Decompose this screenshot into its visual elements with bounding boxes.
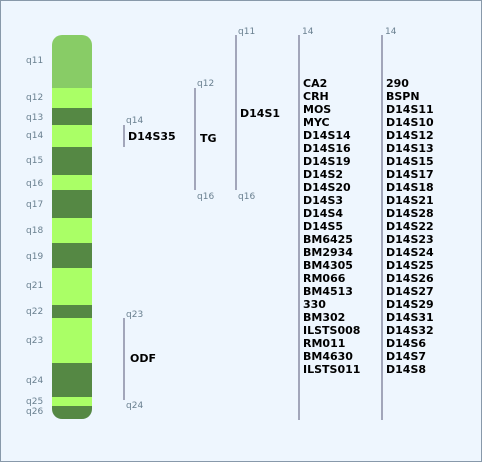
- locus-label: D14S2: [303, 168, 343, 181]
- band-label: q23: [26, 336, 43, 346]
- band-label: q16: [26, 179, 43, 189]
- locus-label: D14S22: [386, 220, 434, 233]
- band-label: q12: [26, 93, 43, 103]
- band: [52, 268, 92, 305]
- locus-label: D14S12: [386, 129, 434, 142]
- chromosome: [52, 35, 92, 419]
- marker-bottom: q16: [197, 192, 214, 202]
- locus-label: D14S21: [386, 194, 434, 207]
- band: [52, 218, 92, 243]
- marker-top: q14: [126, 116, 143, 126]
- marker-label: D14S1: [240, 107, 280, 120]
- locus-label: D14S18: [386, 181, 434, 194]
- locus-label: D14S27: [386, 285, 434, 298]
- locus-label: RM066: [303, 272, 346, 285]
- locus-label: D14S23: [386, 233, 434, 246]
- locus-label: D14S8: [386, 363, 426, 376]
- band: [52, 88, 92, 108]
- locus-label: D14S28: [386, 207, 434, 220]
- band: [52, 35, 92, 88]
- band-label: q24: [26, 376, 43, 386]
- locus-label: D14S5: [303, 220, 343, 233]
- locus-label: D14S4: [303, 207, 343, 220]
- band-label: q13: [26, 113, 43, 123]
- locus-label: D14S17: [386, 168, 434, 181]
- band: [52, 175, 92, 190]
- band-label: q22: [26, 307, 43, 317]
- locus-label: 330: [303, 298, 326, 311]
- band-label: q11: [26, 56, 43, 66]
- locus-label: D14S26: [386, 272, 434, 285]
- band: [52, 397, 92, 406]
- locus-label: BM4630: [303, 350, 353, 363]
- locus-label: D14S16: [303, 142, 351, 155]
- locus-label: BM302: [303, 311, 345, 324]
- locus-label: D14S32: [386, 324, 434, 337]
- band: [52, 318, 92, 363]
- band-label: q15: [26, 156, 43, 166]
- marker-label: D14S35: [128, 130, 176, 143]
- locus-label: D14S29: [386, 298, 434, 311]
- locus-label: D14S11: [386, 103, 434, 116]
- locus-label: 290: [386, 77, 409, 90]
- marker-label: ODF: [130, 352, 156, 365]
- locus-label: ILSTS011: [303, 363, 360, 376]
- locus-label: ILSTS008: [303, 324, 360, 337]
- band: [52, 190, 92, 218]
- locus-label: CA2: [303, 77, 327, 90]
- locus-label: D14S3: [303, 194, 343, 207]
- locus-label: D14S13: [386, 142, 434, 155]
- locus-label: BM6425: [303, 233, 353, 246]
- marker-top: q12: [197, 79, 214, 89]
- locus-label: D14S14: [303, 129, 351, 142]
- locus-label: D14S31: [386, 311, 434, 324]
- locus-label: BM4305: [303, 259, 353, 272]
- locus-label: RM011: [303, 337, 345, 350]
- marker-label: TG: [200, 132, 217, 145]
- band: [52, 243, 92, 268]
- locus-label: D14S7: [386, 350, 426, 363]
- locus-label: D14S10: [386, 116, 434, 129]
- locus-label: BM2934: [303, 246, 353, 259]
- band: [52, 125, 92, 147]
- marker-bottom: q16: [238, 192, 255, 202]
- band-label: q21: [26, 281, 43, 291]
- band-label: q14: [26, 131, 43, 141]
- band: [52, 406, 92, 419]
- locus-label: BM4513: [303, 285, 353, 298]
- locus-label: MYC: [303, 116, 330, 129]
- marker-top: q11: [238, 27, 255, 37]
- band-label: q17: [26, 200, 43, 210]
- locus-label: D14S6: [386, 337, 426, 350]
- column-header: 14: [385, 27, 397, 37]
- column-header: 14: [302, 27, 314, 37]
- marker-bottom: q24: [126, 401, 143, 411]
- band-label: q25: [26, 397, 43, 407]
- band-label: q18: [26, 226, 43, 236]
- locus-label: MOS: [303, 103, 331, 116]
- band: [52, 147, 92, 175]
- band-label: q19: [26, 252, 43, 262]
- locus-label: CRH: [303, 90, 329, 103]
- locus-label: D14S20: [303, 181, 351, 194]
- band: [52, 305, 92, 318]
- marker-top: q23: [126, 310, 143, 320]
- locus-label: D14S25: [386, 259, 434, 272]
- locus-label: BSPN: [386, 90, 420, 103]
- band: [52, 108, 92, 125]
- band: [52, 363, 92, 397]
- locus-label: D14S15: [386, 155, 434, 168]
- band-label: q26: [26, 407, 43, 417]
- locus-label: D14S24: [386, 246, 434, 259]
- locus-label: D14S19: [303, 155, 351, 168]
